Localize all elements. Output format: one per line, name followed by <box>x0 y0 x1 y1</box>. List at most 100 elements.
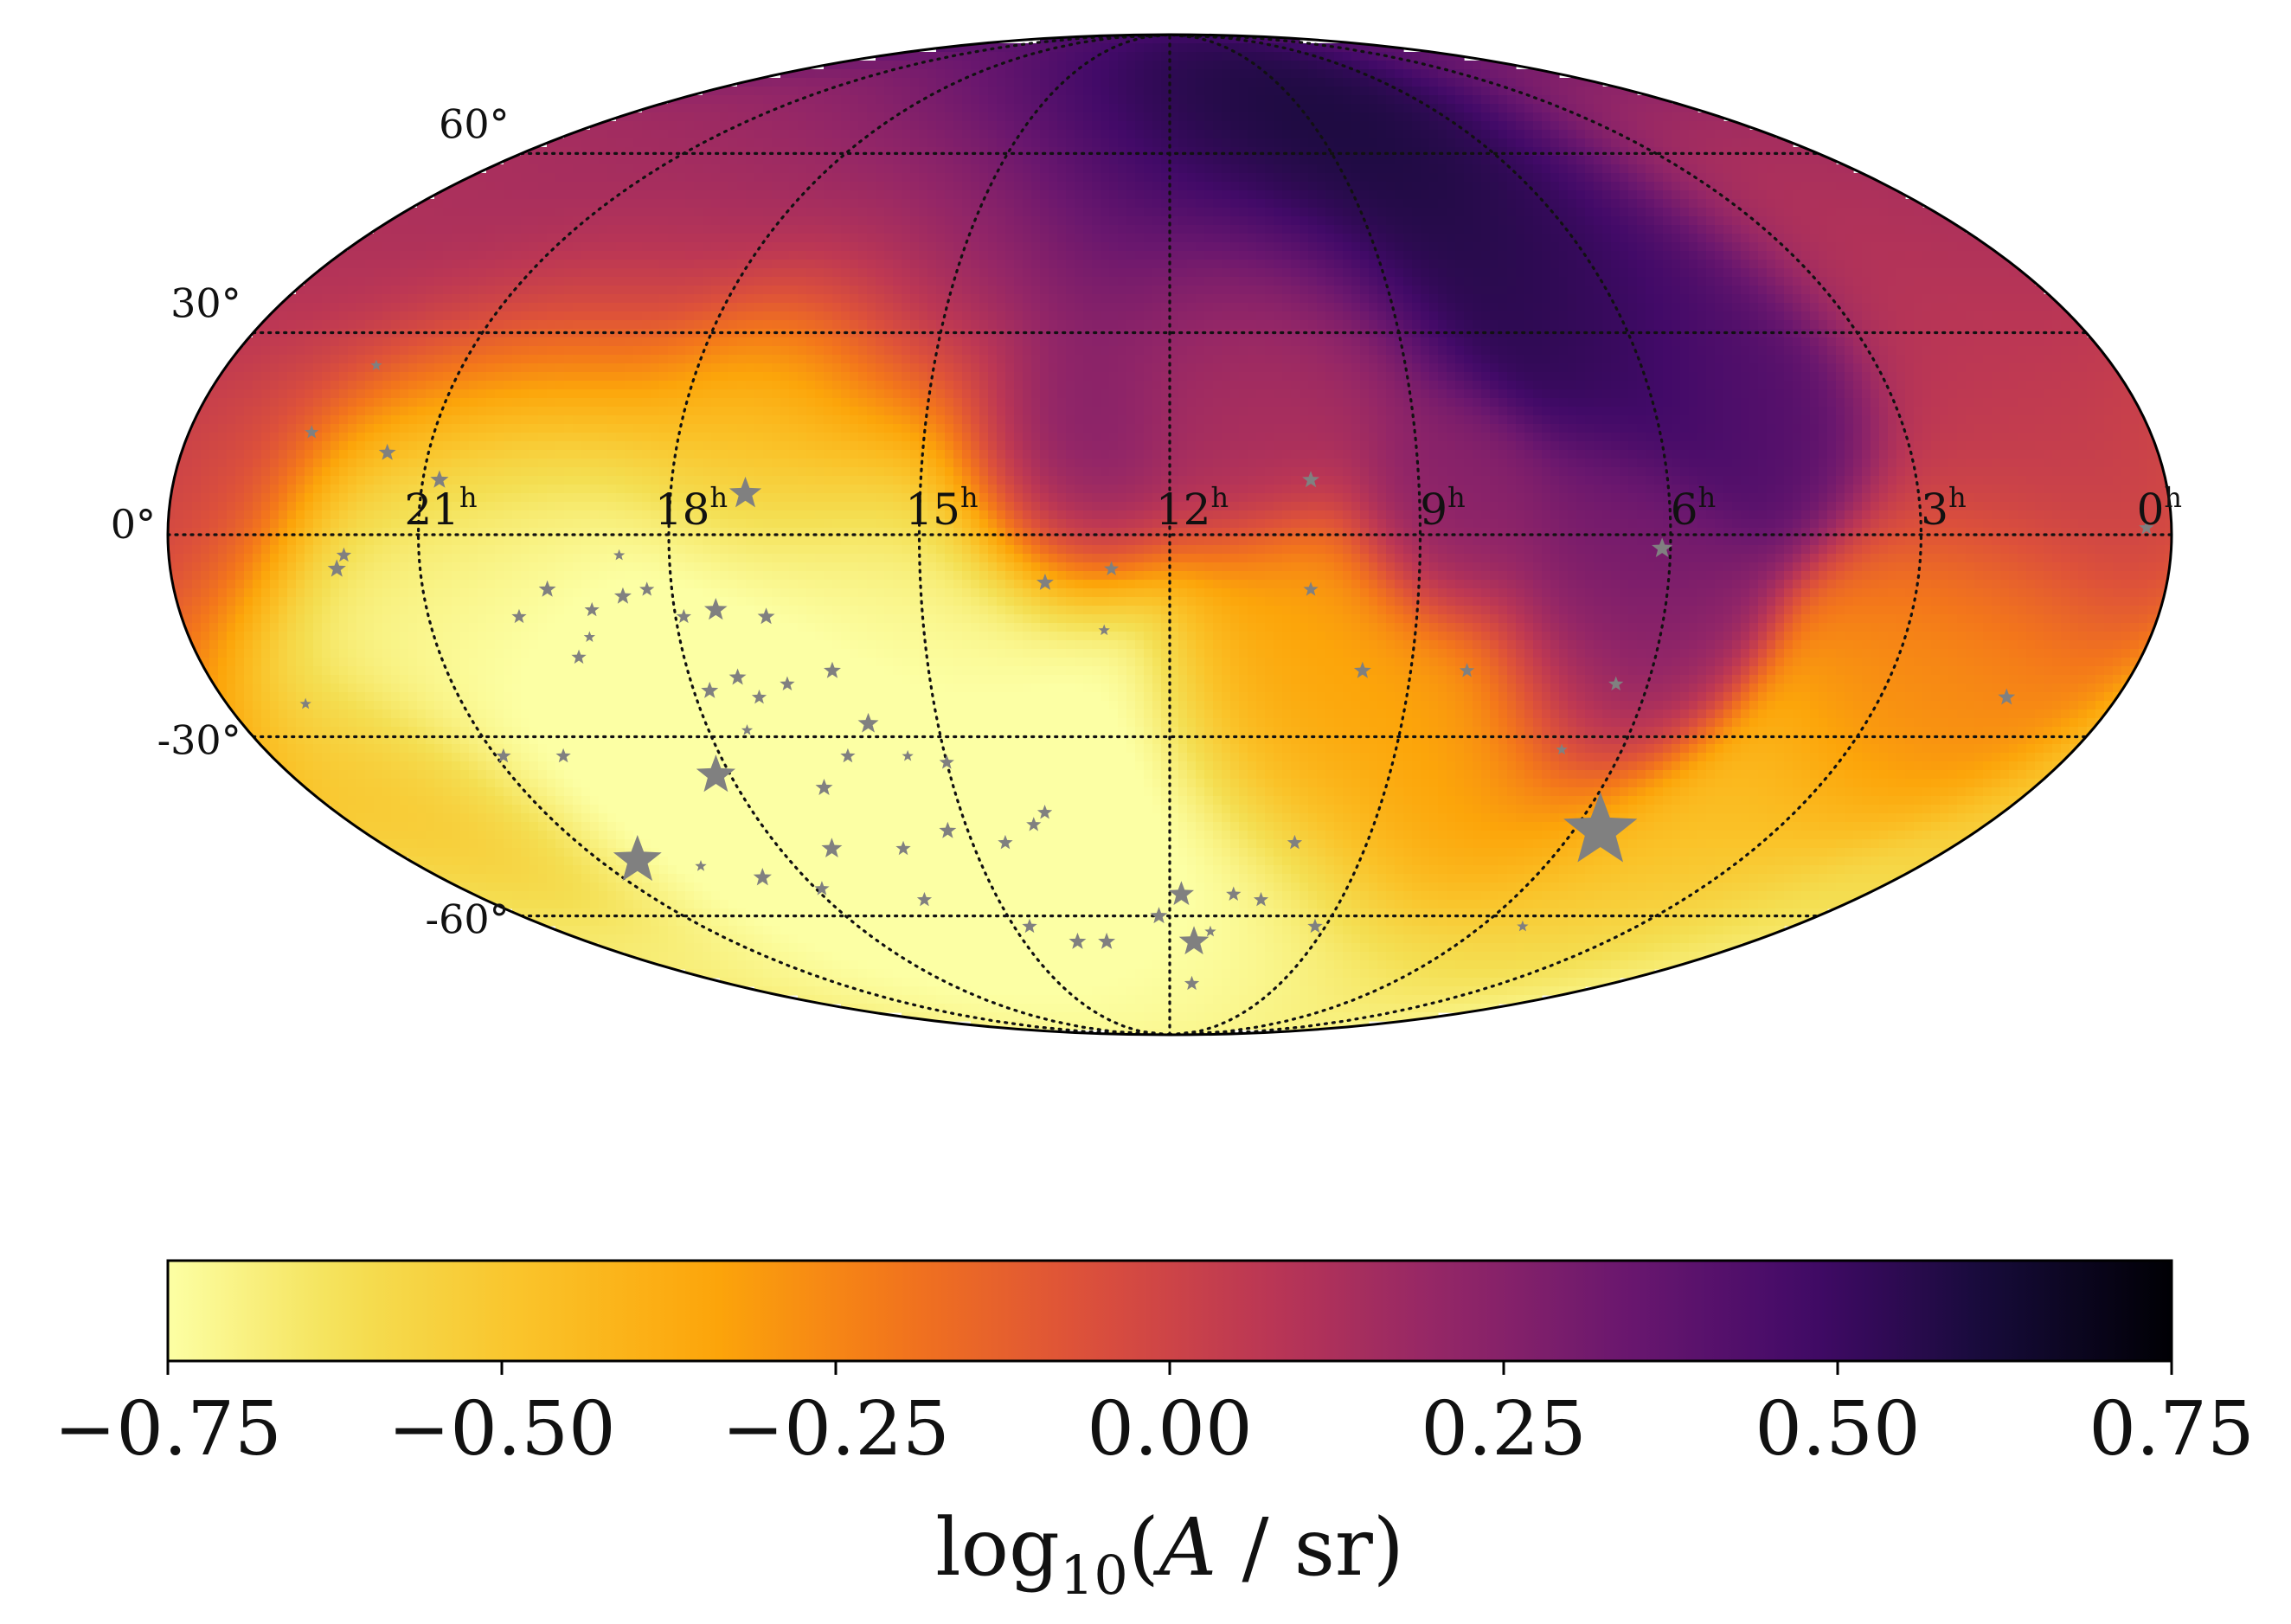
heatmap-cell <box>1732 164 1742 174</box>
heatmap-cell <box>979 52 989 61</box>
heatmap-cell <box>884 234 894 243</box>
heatmap-cell <box>1377 294 1387 304</box>
heatmap-cell <box>1646 286 1655 295</box>
heatmap-cell <box>400 294 409 304</box>
heatmap-cell <box>1161 251 1171 260</box>
heatmap-cell <box>962 208 972 217</box>
heatmap-cell <box>1126 311 1136 321</box>
heatmap-cell <box>1213 251 1223 260</box>
heatmap-cell <box>1490 303 1499 312</box>
heatmap-cell <box>927 112 937 122</box>
heatmap-cell <box>1049 87 1058 96</box>
heatmap-cell <box>867 199 876 209</box>
heatmap-cell <box>746 182 755 191</box>
heatmap-cell <box>1170 182 1179 191</box>
heatmap-cell <box>694 121 703 131</box>
heatmap-cell <box>1101 216 1110 226</box>
heatmap-cell <box>1213 199 1223 209</box>
heatmap-cell <box>893 294 902 304</box>
heatmap-cell <box>1412 138 1421 148</box>
heatmap-cell <box>434 311 444 321</box>
heatmap-cell <box>1507 121 1517 131</box>
heatmap-cell <box>988 311 998 321</box>
heatmap-cell <box>1230 294 1240 304</box>
heatmap-cell <box>1343 121 1352 131</box>
heatmap-cell <box>1161 268 1171 278</box>
heatmap-cell <box>936 173 946 183</box>
heatmap-cell <box>1706 294 1716 304</box>
heatmap-cell <box>1066 234 1075 243</box>
heatmap-cell <box>1256 69 1266 79</box>
heatmap-cell <box>677 156 686 165</box>
heatmap-cell <box>1611 234 1620 243</box>
heatmap-cell <box>1672 138 1681 148</box>
heatmap-cell <box>1222 225 1231 234</box>
heatmap-cell <box>711 130 721 139</box>
heatmap-cell <box>1213 234 1223 243</box>
heatmap-cell <box>1083 78 1093 87</box>
heatmap-cell <box>1204 182 1214 191</box>
heatmap-cell <box>322 320 331 330</box>
heatmap-cell <box>1144 164 1153 174</box>
heatmap-cell <box>841 303 850 312</box>
heatmap-cell <box>322 268 331 278</box>
heatmap-cell <box>824 216 833 226</box>
heatmap-cell <box>910 156 920 165</box>
heatmap-cell <box>599 147 608 157</box>
heatmap-cell <box>1767 242 1776 252</box>
heatmap-cell <box>832 87 842 96</box>
heatmap-cell <box>581 294 591 304</box>
heatmap-cell <box>884 69 894 79</box>
heatmap-cell <box>1369 121 1378 131</box>
heatmap-cell <box>1741 147 1750 157</box>
heatmap-cell <box>1568 78 1577 87</box>
heatmap-cell <box>1005 208 1015 217</box>
heatmap-cell <box>1092 268 1101 278</box>
heatmap-cell <box>547 147 556 157</box>
heatmap-cell <box>1464 268 1473 278</box>
heatmap-cell <box>1594 277 1603 286</box>
heatmap-cell <box>1602 173 1612 183</box>
heatmap-cell <box>988 286 998 295</box>
heatmap-cell <box>452 277 461 286</box>
heatmap-cell <box>1178 182 1188 191</box>
heatmap-cell <box>884 121 894 131</box>
heatmap-cell <box>495 199 504 209</box>
heatmap-cell <box>754 121 764 131</box>
heatmap-cell <box>1775 234 1785 243</box>
heatmap-cell <box>1421 87 1430 96</box>
heatmap-cell <box>945 61 954 70</box>
heatmap-cell <box>806 234 816 243</box>
heatmap-cell <box>1611 190 1620 200</box>
heatmap-cell <box>1568 156 1577 165</box>
heatmap-cell <box>1049 268 1058 278</box>
heatmap-cell <box>1481 173 1491 183</box>
heatmap-cell <box>1369 78 1378 87</box>
heatmap-cell <box>1196 277 1205 286</box>
heatmap-cell <box>867 61 876 70</box>
heatmap-cell <box>1663 199 1672 209</box>
heatmap-cell <box>1101 286 1110 295</box>
heatmap-cell <box>426 260 435 269</box>
heatmap-cell <box>1706 121 1716 131</box>
heatmap-cell <box>1637 268 1646 278</box>
heatmap-cell <box>382 277 392 286</box>
heatmap-cell <box>512 182 522 191</box>
heatmap-cell <box>1533 104 1543 113</box>
heatmap-cell <box>555 216 565 226</box>
heatmap-cell <box>1317 208 1326 217</box>
heatmap-cell <box>1974 277 1984 286</box>
heatmap-cell <box>1351 294 1361 304</box>
heatmap-cell <box>443 190 452 200</box>
heatmap-cell <box>694 199 703 209</box>
heatmap-cell <box>356 260 366 269</box>
heatmap-cell <box>1239 69 1248 79</box>
heatmap-cell <box>1412 121 1421 131</box>
heatmap-cell <box>1524 208 1534 217</box>
heatmap-cell <box>763 251 773 260</box>
heatmap-cell <box>1663 147 1672 157</box>
heatmap-cell <box>1066 208 1075 217</box>
heatmap-cell <box>1083 156 1093 165</box>
heatmap-cell <box>962 182 972 191</box>
